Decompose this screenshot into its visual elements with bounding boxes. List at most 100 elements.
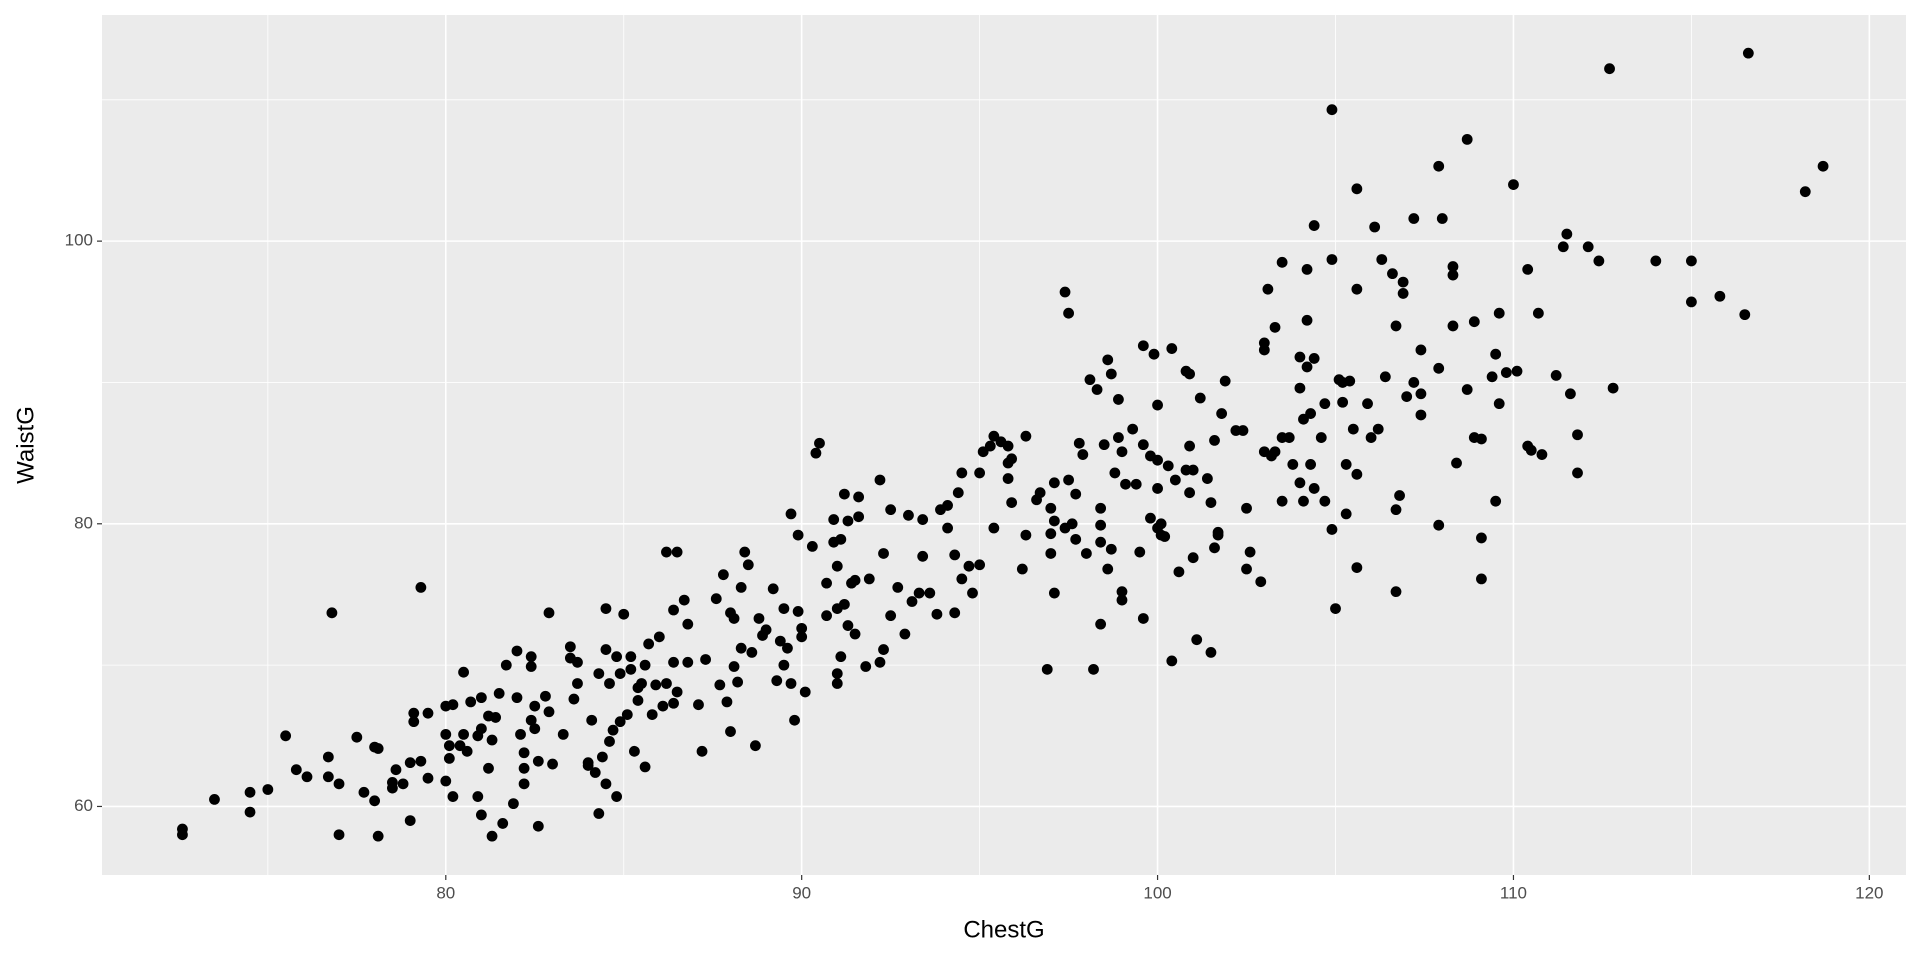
point [511,692,523,704]
point [1073,437,1085,449]
point [1550,369,1562,381]
point [1468,316,1480,328]
point [1006,453,1018,465]
point [543,706,555,718]
point [1105,368,1117,380]
point [1187,464,1199,476]
point [1237,425,1249,436]
point [1522,263,1534,275]
point [1451,457,1462,469]
point [1490,348,1502,360]
point [1102,354,1114,366]
point [796,631,808,643]
point [625,651,637,663]
point [1476,573,1487,585]
point [1330,603,1341,614]
x-tick-label: 80 [436,883,455,902]
point [1401,391,1413,402]
point [842,620,854,631]
point [372,743,384,754]
point [842,515,854,527]
point [1557,241,1569,253]
point [949,607,961,619]
point [529,723,541,735]
point [1002,473,1014,484]
point [600,778,612,790]
point [397,778,409,790]
point [1394,490,1405,501]
point [885,610,897,622]
point [1034,487,1046,499]
point [1287,459,1299,470]
point [632,695,644,706]
point [1301,314,1313,326]
x-tick-label: 90 [792,883,811,902]
point [878,644,889,655]
point [301,771,313,783]
point [589,767,601,778]
point [1685,255,1697,267]
point [486,734,498,746]
point [1262,283,1274,295]
point [1817,160,1829,172]
point [1212,529,1224,541]
point [372,830,384,842]
point [1493,307,1505,319]
point [1152,454,1163,466]
point [903,509,914,521]
point [1319,398,1331,410]
point [1536,449,1548,460]
point [290,764,302,776]
point [1006,497,1018,508]
point [621,709,633,720]
point [643,638,655,650]
point [650,679,662,691]
point [1102,563,1114,575]
axes: 80 90 100 110 120 60 80 100 [65,231,1884,903]
point [1255,576,1267,588]
point [422,772,434,784]
point [1397,288,1409,299]
point [1169,474,1181,486]
point [1020,529,1032,541]
point [404,815,416,826]
point [1685,296,1697,308]
point [1116,586,1128,598]
point [742,559,754,571]
point [1159,531,1171,542]
point [1326,254,1338,265]
point [878,548,889,559]
point [1493,398,1505,410]
point [782,642,793,654]
point [611,651,623,663]
point [661,678,672,689]
point [1116,594,1128,606]
point [799,686,811,698]
point [614,716,626,728]
point [657,700,669,712]
point [714,679,726,691]
point [821,610,832,622]
point [1216,408,1228,419]
point [511,645,523,657]
point [1340,508,1352,520]
point [931,608,943,620]
point [490,712,502,723]
point [543,607,555,619]
point [1219,375,1231,387]
point [1209,435,1220,446]
point [1048,515,1060,527]
point [1447,320,1459,332]
point [1305,408,1316,419]
point [1344,375,1356,387]
point [728,661,740,672]
point [1390,586,1402,598]
point [408,716,420,728]
point [682,618,694,630]
point [1294,382,1306,394]
point [771,675,783,687]
point [1184,440,1195,452]
point [717,569,729,581]
point [1088,663,1099,675]
point [572,678,583,689]
